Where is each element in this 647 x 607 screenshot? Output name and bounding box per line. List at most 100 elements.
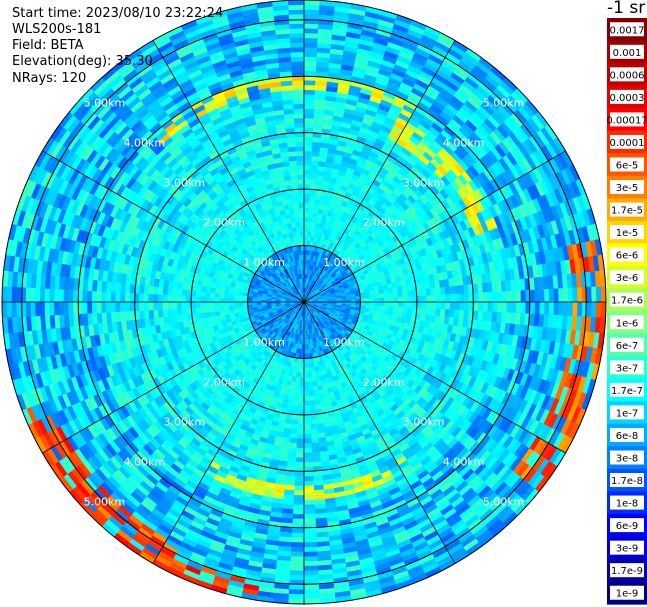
range-gate bbox=[100, 291, 107, 303]
range-gate bbox=[167, 308, 173, 317]
range-gate bbox=[298, 396, 305, 402]
range-gate bbox=[289, 428, 298, 435]
range-gate bbox=[162, 294, 168, 303]
range-gate bbox=[110, 291, 116, 303]
range-gate bbox=[288, 394, 295, 401]
range-gate bbox=[176, 301, 182, 309]
range-gate bbox=[365, 301, 371, 306]
range-gate bbox=[310, 367, 316, 373]
range-gate bbox=[295, 372, 301, 378]
range-gate bbox=[228, 305, 234, 311]
range-gate bbox=[558, 301, 564, 316]
range-gate bbox=[303, 560, 319, 567]
range-gate bbox=[233, 301, 239, 306]
range-gate bbox=[311, 451, 321, 458]
range-gate bbox=[237, 304, 244, 310]
range-gate bbox=[295, 452, 305, 458]
range-gate bbox=[296, 438, 305, 444]
range-gate bbox=[294, 476, 305, 482]
range-gate bbox=[129, 310, 136, 321]
range-gate bbox=[293, 395, 300, 402]
range-gate bbox=[209, 306, 216, 313]
range-gate bbox=[223, 297, 229, 303]
range-gate bbox=[300, 363, 305, 369]
range-gate bbox=[39, 287, 46, 303]
range-gate bbox=[297, 424, 305, 430]
range-gate bbox=[11, 286, 17, 303]
range-gate bbox=[303, 391, 310, 397]
range-gate bbox=[138, 301, 144, 311]
range-gate bbox=[288, 584, 305, 591]
range-gate bbox=[313, 390, 319, 397]
range-gate bbox=[303, 485, 315, 491]
range-gate bbox=[303, 438, 312, 444]
range-gate bbox=[487, 301, 493, 313]
range-gate bbox=[303, 471, 314, 477]
range-gate bbox=[501, 301, 508, 313]
range-gate bbox=[200, 285, 207, 292]
range-gate bbox=[199, 296, 206, 303]
range-gate bbox=[162, 301, 168, 310]
range-gate bbox=[303, 542, 318, 548]
range-gate bbox=[289, 390, 295, 397]
range-gate bbox=[383, 305, 390, 312]
range-gate bbox=[303, 570, 319, 576]
range-gate bbox=[425, 308, 432, 316]
range-gate bbox=[308, 390, 315, 397]
range-gate bbox=[430, 308, 437, 317]
range-gate bbox=[242, 298, 248, 303]
range-gate bbox=[478, 301, 484, 312]
range-gate bbox=[482, 301, 489, 312]
range-gate bbox=[577, 301, 583, 317]
range-gate bbox=[176, 295, 182, 303]
range-gate bbox=[310, 433, 319, 439]
range-gate bbox=[195, 290, 201, 297]
range-gate bbox=[53, 288, 60, 303]
range-gate bbox=[143, 285, 150, 295]
range-gate bbox=[299, 372, 305, 378]
range-gate bbox=[110, 301, 116, 313]
range-gate bbox=[292, 509, 305, 515]
range-gate bbox=[119, 292, 126, 303]
range-gate bbox=[289, 433, 298, 439]
range-gate bbox=[30, 301, 36, 317]
range-gate bbox=[407, 301, 413, 308]
range-gate bbox=[595, 301, 602, 318]
range-gate bbox=[562, 301, 569, 317]
range-gate bbox=[58, 288, 64, 303]
range-gate bbox=[124, 292, 130, 303]
range-gate bbox=[311, 442, 320, 449]
range-gate bbox=[374, 305, 380, 311]
range-gate bbox=[204, 301, 210, 308]
range-gate bbox=[303, 381, 309, 388]
range-gate bbox=[171, 287, 178, 296]
range-gate bbox=[181, 301, 187, 309]
range-gate bbox=[295, 447, 305, 454]
range-gate bbox=[431, 301, 437, 310]
range-gate bbox=[291, 532, 305, 539]
range-gate bbox=[129, 283, 136, 294]
range-gate bbox=[303, 490, 315, 496]
range-gate bbox=[303, 518, 316, 524]
range-gate bbox=[303, 358, 308, 364]
range-gate bbox=[303, 452, 313, 458]
range-gate bbox=[294, 381, 301, 388]
range-gate bbox=[157, 309, 164, 318]
range-gate bbox=[416, 307, 423, 315]
range-gate bbox=[204, 306, 211, 313]
range-gate bbox=[91, 301, 97, 314]
range-gate bbox=[308, 386, 314, 392]
range-gate bbox=[129, 301, 135, 312]
range-gate bbox=[303, 565, 319, 572]
range-gate bbox=[311, 447, 321, 454]
range-gate bbox=[181, 288, 187, 297]
range-gate bbox=[303, 546, 318, 553]
range-gate bbox=[303, 419, 311, 425]
range-gate bbox=[307, 381, 314, 388]
range-gate bbox=[63, 301, 69, 315]
range-gate bbox=[506, 301, 512, 314]
range-gate bbox=[544, 301, 550, 316]
range-gate bbox=[295, 457, 305, 463]
range-gate bbox=[138, 310, 145, 320]
